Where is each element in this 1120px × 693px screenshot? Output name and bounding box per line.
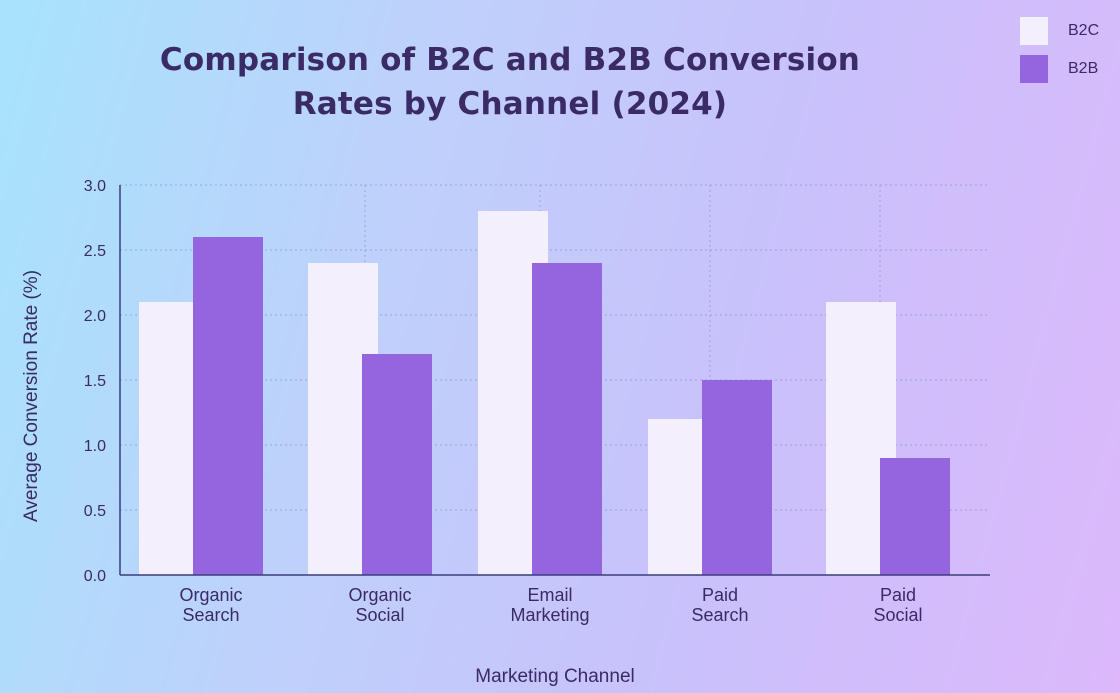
- bar-b2b-1: [362, 354, 432, 575]
- y-tick-label: 2.0: [84, 308, 106, 325]
- y-tick-label: 1.5: [84, 373, 106, 390]
- x-axis-title: Marketing Channel: [475, 666, 634, 687]
- bar-b2b-0: [193, 237, 263, 575]
- x-tick-label: Paid Search: [691, 585, 748, 625]
- legend-item-b2c: B2C: [1020, 16, 1120, 46]
- legend-label-b2c: B2C: [1068, 22, 1100, 39]
- legend-swatch-b2c: [1020, 17, 1048, 45]
- legend-item-b2b: B2B: [1020, 54, 1120, 84]
- y-tick-label: 0.0: [84, 568, 106, 585]
- bar-b2b-2: [532, 263, 602, 575]
- x-tick-label: Organic Social: [348, 585, 411, 625]
- bar-b2b-3: [702, 380, 772, 575]
- legend-label-b2b: B2B: [1068, 60, 1099, 77]
- y-axis-title: Average Conversion Rate (%): [21, 270, 42, 522]
- x-tick-label: Organic Search: [179, 585, 242, 625]
- bar-b2b-4: [880, 458, 950, 575]
- x-tick-label: Email Marketing: [510, 585, 589, 625]
- y-tick-label: 2.5: [84, 243, 106, 260]
- legend-swatch-b2b: [1020, 55, 1048, 83]
- y-tick-label: 3.0: [84, 178, 106, 195]
- chart-legend: B2C B2B: [1020, 16, 1120, 92]
- chart-title-line-1: Comparison of B2C and B2B Conversion: [159, 42, 861, 78]
- y-tick-label: 0.5: [84, 503, 106, 520]
- y-tick-label: 1.0: [84, 438, 106, 455]
- chart-title-line-2: Rates by Channel (2024): [292, 86, 728, 122]
- chart-title: Comparison of B2C and B2B Conversion Rat…: [140, 38, 880, 126]
- x-tick-label: Paid Social: [873, 585, 922, 625]
